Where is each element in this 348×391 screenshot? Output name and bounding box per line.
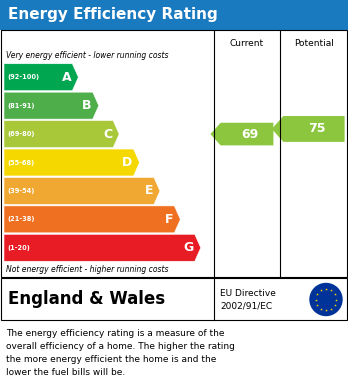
Text: Not energy efficient - higher running costs: Not energy efficient - higher running co… [6,265,168,274]
Bar [1,30,347,277]
Text: (21-38): (21-38) [7,216,34,222]
Text: Very energy efficient - lower running costs: Very energy efficient - lower running co… [6,52,168,61]
Text: 75: 75 [308,122,326,135]
Text: E: E [144,185,153,197]
Text: A: A [62,71,71,84]
Text: EU Directive
2002/91/EC: EU Directive 2002/91/EC [220,289,276,310]
Polygon shape [4,178,160,204]
Polygon shape [4,234,201,261]
Text: D: D [122,156,133,169]
Text: (92-100): (92-100) [7,74,39,80]
Polygon shape [211,123,274,145]
Polygon shape [4,64,78,91]
Text: C: C [103,127,112,141]
Text: F: F [165,213,173,226]
Text: Energy Efficiency Rating: Energy Efficiency Rating [8,7,218,23]
Text: The energy efficiency rating is a measure of the
overall efficiency of a home. T: The energy efficiency rating is a measur… [6,329,235,377]
Text: B: B [82,99,92,112]
Text: (39-54): (39-54) [7,188,34,194]
Text: (81-91): (81-91) [7,103,34,109]
Text: England & Wales: England & Wales [8,291,165,308]
Polygon shape [4,92,99,119]
Text: (1-20): (1-20) [7,245,30,251]
Text: G: G [183,241,194,254]
Text: Current: Current [230,38,264,47]
Circle shape [310,283,342,316]
Text: (55-68): (55-68) [7,160,34,165]
Text: (69-80): (69-80) [7,131,34,137]
Bar [1,278,347,320]
Polygon shape [4,149,140,176]
Text: Potential: Potential [294,38,334,47]
Polygon shape [4,120,119,147]
Polygon shape [4,206,180,233]
Polygon shape [272,116,345,142]
Text: 69: 69 [241,127,258,141]
Bar [0,0,348,30]
